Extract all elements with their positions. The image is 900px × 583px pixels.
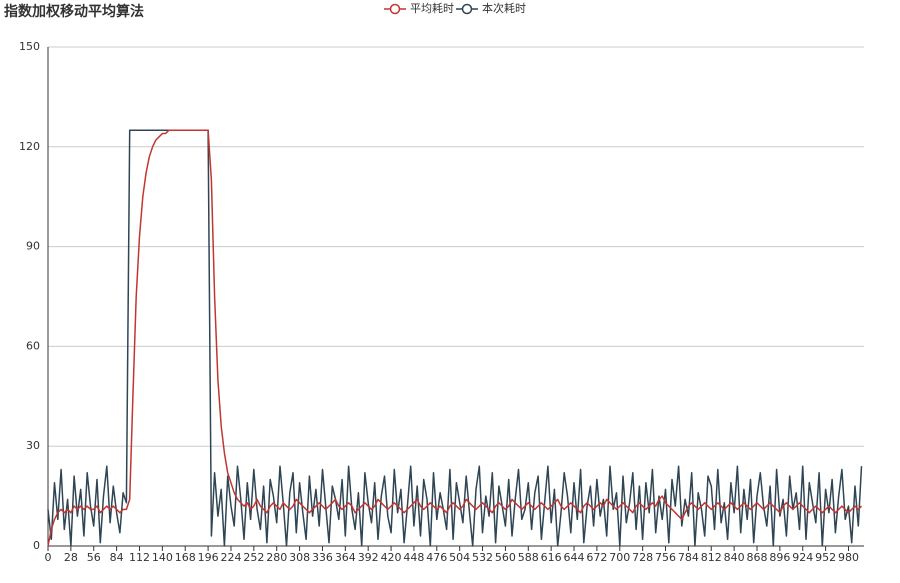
- x-tick-label: 784: [678, 551, 699, 564]
- chart-title: 指数加权移动平均算法: [4, 3, 144, 20]
- x-tick-label: 308: [289, 551, 310, 564]
- x-tick-label: 0: [45, 551, 52, 564]
- x-tick-label: 952: [815, 551, 836, 564]
- legend-label: 平均耗时: [410, 2, 454, 15]
- x-tick-label: 420: [381, 551, 402, 564]
- x-tick-label: 644: [564, 551, 585, 564]
- x-tick-label: 532: [472, 551, 493, 564]
- x-tick-label: 980: [838, 551, 859, 564]
- x-tick-label: 112: [129, 551, 150, 564]
- x-tick-label: 196: [198, 551, 219, 564]
- y-tick-label: 60: [26, 339, 40, 352]
- y-tick-label: 0: [33, 539, 40, 552]
- x-tick-label: 616: [541, 551, 562, 564]
- y-tick-label: 120: [19, 140, 40, 153]
- x-tick-label: 476: [426, 551, 447, 564]
- x-tick-label: 336: [312, 551, 333, 564]
- x-tick-label: 252: [243, 551, 264, 564]
- y-tick-label: 90: [26, 240, 40, 253]
- series-line: [47, 129, 863, 547]
- x-tick-label: 868: [746, 551, 767, 564]
- x-tick-label: 756: [655, 551, 676, 564]
- x-tick-label: 840: [724, 551, 745, 564]
- y-tick-label: 30: [26, 439, 40, 452]
- x-tick-label: 168: [175, 551, 196, 564]
- x-tick-label: 700: [609, 551, 630, 564]
- x-tick-label: 728: [632, 551, 653, 564]
- series-line: [47, 129, 863, 547]
- x-tick-label: 56: [87, 551, 101, 564]
- x-tick-label: 280: [266, 551, 287, 564]
- legend-symbol: [461, 3, 473, 15]
- y-tick-label: 150: [19, 40, 40, 53]
- x-tick-label: 364: [335, 551, 356, 564]
- x-tick-label: 84: [110, 551, 124, 564]
- x-tick-label: 588: [518, 551, 539, 564]
- x-tick-label: 504: [449, 551, 470, 564]
- legend-label: 本次耗时: [482, 1, 526, 15]
- x-tick-label: 28: [64, 551, 78, 564]
- x-tick-label: 224: [220, 551, 241, 564]
- legend-symbol: [389, 3, 401, 15]
- x-tick-label: 448: [403, 551, 424, 564]
- x-tick-label: 812: [701, 551, 722, 564]
- x-tick-label: 560: [495, 551, 516, 564]
- x-tick-label: 140: [152, 551, 173, 564]
- x-tick-label: 392: [358, 551, 379, 564]
- x-tick-label: 672: [586, 551, 607, 564]
- x-tick-label: 896: [769, 551, 790, 564]
- x-tick-label: 924: [792, 551, 813, 564]
